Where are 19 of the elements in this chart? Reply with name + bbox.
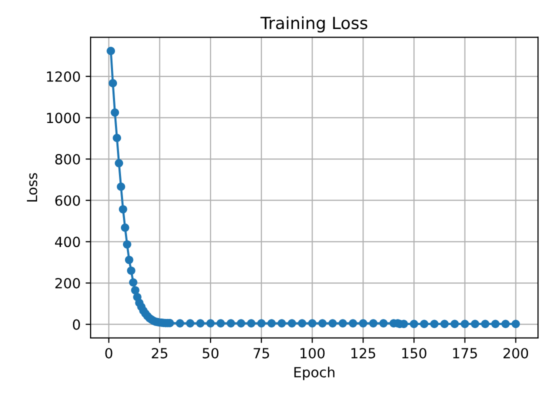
x-axis-title: Epoch [294, 366, 334, 380]
x-tick-label: 75 [254, 348, 270, 358]
y-tick-label: 600 [55, 195, 80, 206]
y-tick-label: 400 [55, 236, 80, 248]
x-tick-label: 125 [351, 348, 376, 358]
y-tick-label: 1200 [47, 71, 80, 82]
y-tick-label: 200 [55, 278, 80, 288]
y-tick-label: 1000 [47, 112, 80, 124]
x-tick-label: 150 [402, 348, 426, 358]
x-tick-label: 50 [202, 348, 218, 358]
y-axis-title: Loss [26, 173, 38, 202]
x-tick-label: 100 [300, 348, 325, 358]
x-tick-label: 25 [152, 348, 168, 358]
x-tick-label: 0 [105, 348, 112, 358]
chart-title: Training Loss [260, 16, 368, 32]
y-tick-label: 0 [72, 319, 80, 330]
x-tick-label: 175 [453, 348, 477, 358]
y-tick-label: 800 [55, 154, 80, 165]
x-tick-label: 200 [504, 348, 528, 358]
